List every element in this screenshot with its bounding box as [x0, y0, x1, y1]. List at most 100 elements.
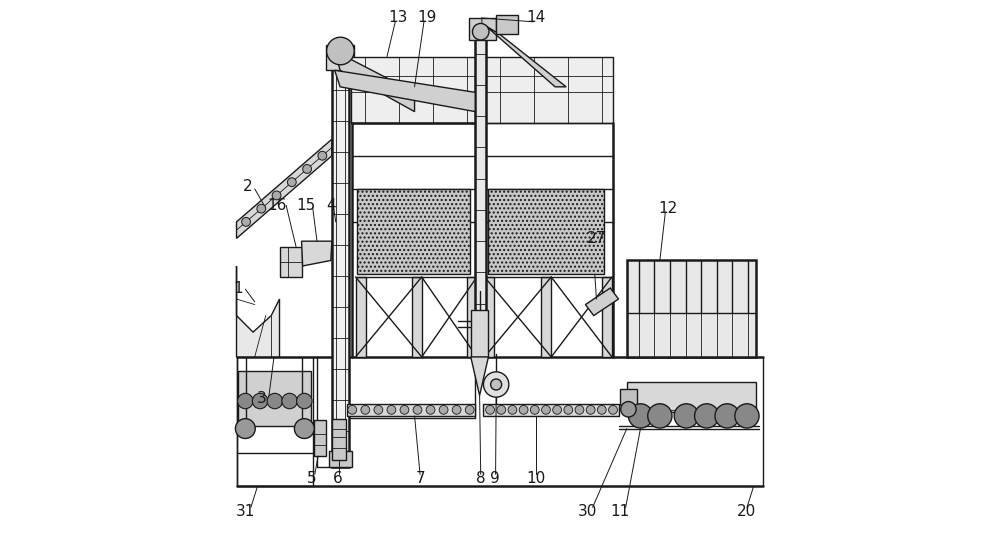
Circle shape	[575, 406, 584, 414]
Bar	[356, 277, 366, 357]
Circle shape	[374, 406, 383, 414]
Circle shape	[413, 406, 422, 414]
Bar	[620, 389, 637, 405]
Text: 27: 27	[587, 231, 606, 246]
Bar	[332, 62, 349, 467]
Circle shape	[452, 406, 461, 414]
Bar	[488, 189, 604, 274]
Text: 7: 7	[415, 471, 425, 486]
Circle shape	[294, 419, 314, 439]
Bar	[351, 57, 613, 122]
Text: 3: 3	[257, 391, 267, 406]
Bar	[541, 277, 551, 357]
Text: 31: 31	[236, 504, 255, 519]
Circle shape	[242, 218, 250, 226]
Circle shape	[272, 191, 281, 200]
Bar	[496, 15, 518, 34]
Circle shape	[715, 404, 739, 428]
Text: 10: 10	[526, 471, 545, 486]
Circle shape	[735, 404, 759, 428]
Text: 13: 13	[388, 11, 408, 25]
Text: 16: 16	[267, 198, 286, 213]
Circle shape	[483, 372, 509, 397]
Circle shape	[486, 406, 494, 414]
Circle shape	[318, 151, 327, 160]
Bar	[332, 419, 346, 460]
Polygon shape	[237, 266, 280, 357]
Text: 20: 20	[737, 504, 757, 519]
Circle shape	[519, 406, 528, 414]
Circle shape	[297, 393, 312, 409]
Bar	[329, 450, 352, 467]
Circle shape	[267, 393, 283, 409]
Text: 5: 5	[307, 471, 316, 486]
Polygon shape	[471, 310, 488, 357]
Bar	[475, 26, 486, 357]
Circle shape	[564, 406, 573, 414]
Circle shape	[597, 406, 606, 414]
Text: 15: 15	[296, 198, 316, 213]
Circle shape	[621, 402, 636, 417]
Text: 9: 9	[490, 471, 499, 486]
Circle shape	[542, 406, 550, 414]
Polygon shape	[237, 139, 332, 238]
Bar	[627, 260, 756, 357]
Polygon shape	[486, 26, 566, 87]
Circle shape	[472, 23, 489, 40]
Circle shape	[508, 406, 517, 414]
Circle shape	[695, 404, 719, 428]
Bar	[602, 277, 612, 357]
Polygon shape	[335, 51, 415, 112]
Polygon shape	[302, 241, 332, 266]
Polygon shape	[335, 70, 475, 112]
Bar	[314, 420, 326, 456]
Circle shape	[648, 404, 672, 428]
Circle shape	[553, 406, 562, 414]
Polygon shape	[585, 288, 619, 316]
Circle shape	[361, 406, 370, 414]
Circle shape	[400, 406, 409, 414]
Text: 19: 19	[418, 11, 437, 25]
Circle shape	[609, 406, 617, 414]
Bar	[485, 277, 494, 357]
Bar	[326, 45, 354, 70]
Circle shape	[674, 404, 698, 428]
Bar	[412, 277, 422, 357]
Text: 11: 11	[611, 504, 630, 519]
Text: 4: 4	[326, 198, 336, 213]
Text: 1: 1	[233, 280, 243, 295]
Circle shape	[327, 37, 354, 65]
Circle shape	[282, 393, 297, 409]
Bar	[627, 382, 756, 412]
Circle shape	[287, 178, 296, 187]
Circle shape	[439, 406, 448, 414]
Circle shape	[497, 406, 506, 414]
Bar	[483, 404, 619, 416]
Circle shape	[491, 379, 502, 390]
Text: 14: 14	[526, 11, 545, 25]
Polygon shape	[471, 357, 488, 396]
Circle shape	[426, 406, 435, 414]
Circle shape	[465, 406, 474, 414]
Text: 30: 30	[577, 504, 597, 519]
Text: 12: 12	[658, 201, 678, 216]
Text: 8: 8	[476, 471, 486, 486]
Bar	[347, 404, 475, 416]
Circle shape	[252, 393, 268, 409]
Text: 2: 2	[243, 178, 252, 193]
Circle shape	[530, 406, 539, 414]
Circle shape	[628, 404, 653, 428]
Circle shape	[238, 393, 253, 409]
Bar	[238, 371, 311, 426]
Circle shape	[235, 419, 255, 439]
Circle shape	[348, 406, 357, 414]
Bar	[357, 189, 470, 274]
Bar	[469, 18, 496, 40]
Circle shape	[257, 204, 266, 213]
Circle shape	[387, 406, 396, 414]
Text: 6: 6	[333, 471, 342, 486]
Circle shape	[303, 165, 311, 173]
Bar	[280, 247, 302, 277]
Circle shape	[586, 406, 595, 414]
Bar	[467, 277, 477, 357]
